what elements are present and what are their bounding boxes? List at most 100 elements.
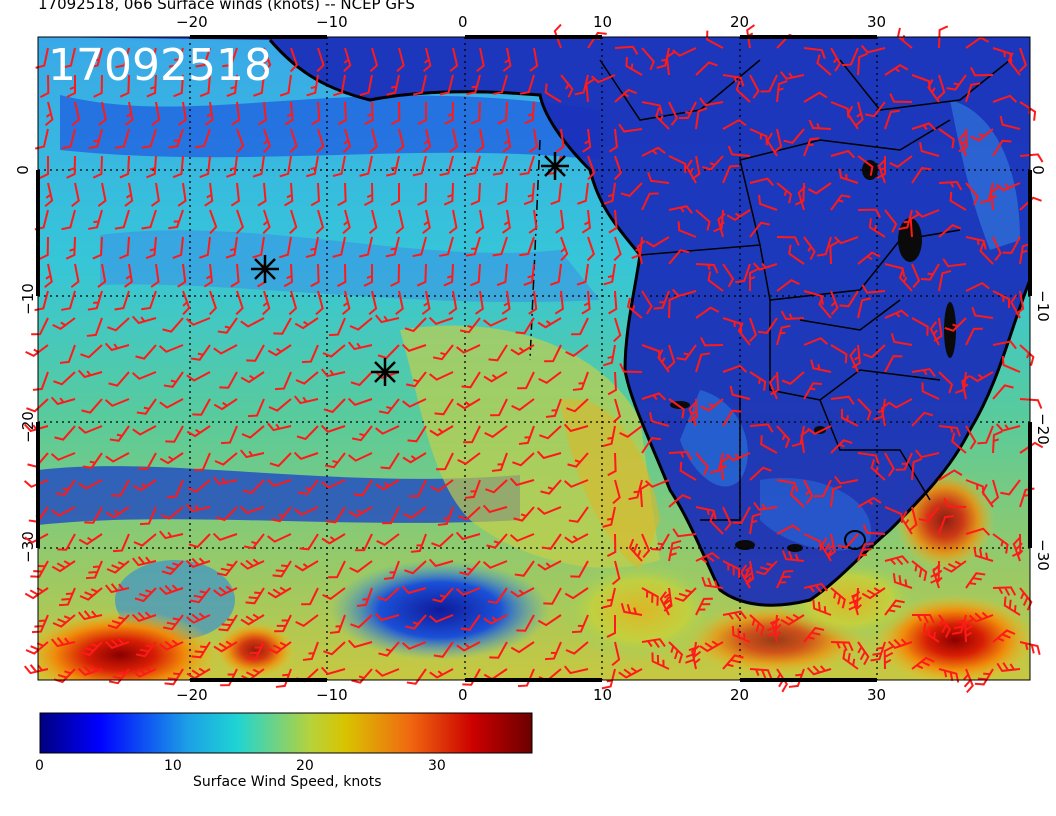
wind-barb	[216, 560, 238, 577]
wind-barb	[444, 101, 454, 125]
wind-barb	[50, 452, 76, 461]
wind-barb	[61, 209, 76, 231]
wind-barb	[138, 452, 157, 470]
wind-barb	[390, 183, 400, 206]
wind-barb	[353, 479, 373, 497]
wind-barb	[613, 155, 623, 181]
colorbar-tick: 0	[35, 758, 44, 774]
wind-barb	[124, 101, 134, 126]
wind-barb	[563, 423, 589, 433]
wind-barb	[990, 186, 1000, 211]
wind-barb	[884, 109, 900, 130]
wind-barb	[753, 501, 778, 511]
wind-barb	[958, 128, 968, 153]
wind-barb	[422, 209, 431, 234]
wind-barb	[272, 560, 292, 578]
wind-barb	[672, 528, 697, 538]
wind-barb	[31, 614, 49, 634]
wind-barb	[429, 668, 454, 679]
wind-barb	[995, 423, 1021, 432]
wind-barb	[603, 344, 616, 367]
wind-barb	[58, 587, 76, 607]
wind-barb	[270, 506, 292, 523]
wind-barb	[837, 533, 859, 549]
wind-barb	[1002, 236, 1021, 254]
wind-barb	[230, 182, 240, 207]
wind-barb	[104, 583, 130, 594]
wind-barb	[732, 506, 751, 524]
wind-barb	[267, 344, 292, 357]
wind-barb	[62, 47, 76, 69]
wind-barb	[564, 533, 589, 544]
wind-barb	[293, 451, 319, 461]
wind-barb	[376, 533, 400, 547]
wind-barb	[776, 278, 800, 292]
wind-barb	[771, 617, 782, 643]
wind-barb	[119, 155, 130, 179]
wind-barb	[1019, 441, 1044, 454]
wind-barb	[39, 156, 49, 179]
wind-barb	[614, 45, 639, 55]
wind-barb	[639, 483, 649, 508]
wind-barb	[672, 47, 697, 57]
wind-barb	[992, 629, 1016, 643]
wind-barb	[328, 317, 346, 337]
wind-barb	[803, 236, 816, 260]
wind-barb	[177, 263, 187, 288]
wind-barb	[88, 47, 103, 69]
wind-barb	[695, 306, 720, 319]
wind-barb	[510, 587, 535, 598]
wind-barb	[961, 375, 970, 400]
wind-barb	[220, 425, 238, 445]
wind-barb	[911, 122, 937, 131]
wind-barb	[512, 452, 535, 467]
wind-barb	[1012, 536, 1024, 562]
wind-barb	[938, 224, 962, 238]
wind-barb	[132, 666, 157, 678]
wind-barb	[749, 371, 767, 391]
wind-barb	[502, 128, 512, 153]
wind-barb	[274, 614, 292, 633]
wind-barb	[159, 398, 184, 409]
wind-barb	[88, 128, 103, 150]
wind-barb	[884, 64, 909, 76]
wind-barb	[553, 23, 562, 49]
wind-barb	[1019, 153, 1044, 163]
wind-barb	[965, 36, 990, 49]
wind-barb	[606, 615, 616, 638]
wind-barb	[497, 182, 508, 206]
wind-barb	[162, 317, 184, 333]
wind-barb	[123, 263, 133, 288]
wind-barb	[213, 585, 238, 597]
wind-barb	[668, 398, 685, 419]
wind-barb	[911, 560, 928, 582]
wind-barb	[776, 182, 793, 204]
wind-barb	[992, 236, 1002, 261]
wind-barb	[301, 587, 319, 606]
wind-barb	[208, 290, 218, 316]
wind-barb	[699, 640, 724, 653]
wind-barb	[368, 290, 378, 316]
wind-barb	[731, 625, 751, 643]
wind-barb	[722, 263, 735, 288]
wind-barb	[417, 182, 427, 206]
wind-barb	[555, 209, 565, 234]
wind-barb	[830, 587, 846, 609]
wind-barb	[324, 452, 346, 469]
wind-barb	[574, 74, 589, 96]
wind-barb	[523, 182, 535, 206]
wind-barb	[172, 155, 184, 179]
wind-barb	[107, 614, 130, 630]
wind-barb	[602, 587, 616, 609]
wind-barb	[644, 479, 670, 488]
wind-barb	[864, 101, 886, 118]
wind-barb	[141, 209, 157, 230]
wind-barb	[386, 155, 400, 177]
figure-title: 17092518, 066 Surface winds (knots) -- N…	[38, 0, 415, 13]
wind-barb	[162, 614, 184, 631]
wind-barb	[59, 344, 76, 364]
wind-barb	[803, 137, 820, 157]
wind-barb	[439, 155, 454, 177]
wind-barb	[946, 74, 967, 91]
wind-barb	[550, 182, 562, 205]
